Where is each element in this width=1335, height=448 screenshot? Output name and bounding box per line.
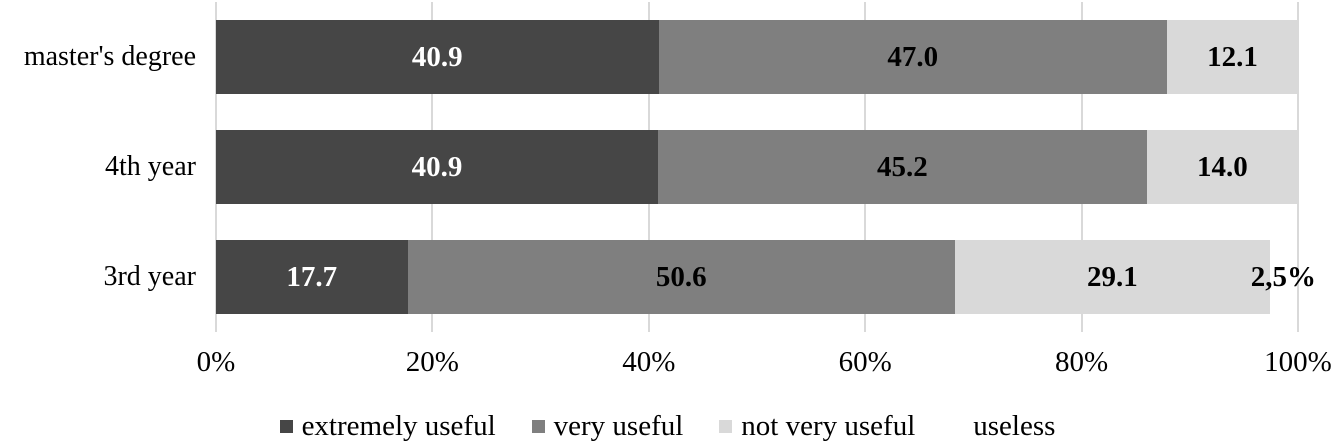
x-tick-label-0%: 0%	[196, 346, 236, 378]
plot-area: 40.9 47.0 12.1 40.9 45.2 14.0 17.7 50.6 29.1 2,5%	[215, 2, 1316, 332]
category-label-4th-year: 4th year	[105, 151, 196, 182]
bar-segment-very-useful: 50.6	[407, 240, 955, 314]
x-tick-label-80%: 80%	[1055, 346, 1109, 378]
legend-item-extremely-useful: extremely useful	[279, 409, 496, 443]
data-label: 40.9	[411, 150, 463, 183]
bar-row-3rd-year: 17.7 50.6 29.1 2,5%	[216, 240, 1316, 314]
legend: extremely useful very useful not very usef…	[0, 404, 1335, 448]
legend-label: extremely useful	[301, 409, 496, 442]
bar-segment-useless: 2,5%	[1251, 240, 1316, 314]
x-tick-label-60%: 60%	[838, 346, 892, 378]
data-label: 40.9	[411, 40, 463, 73]
legend-label: very useful	[553, 409, 684, 442]
legend-swatch-icon	[719, 419, 733, 433]
legend-swatch-icon	[951, 419, 965, 433]
gridline-100%	[1297, 2, 1299, 332]
bar-segment-very-useful: 45.2	[658, 130, 1147, 204]
legend-label: useless	[973, 409, 1056, 442]
bar-segment-very-useful: 47.0	[658, 20, 1168, 94]
data-label: 50.6	[655, 260, 707, 293]
legend-label: not very useful	[741, 409, 916, 442]
data-label: 2,5%	[1250, 260, 1316, 293]
legend-swatch-icon	[279, 419, 293, 433]
bar-row-master-s-degree: 40.9 47.0 12.1	[216, 20, 1298, 94]
bar-segment-extremely-useful: 40.9	[216, 20, 659, 94]
x-tick-label-40%: 40%	[622, 346, 676, 378]
bar-segment-extremely-useful: 17.7	[216, 240, 408, 314]
legend-item-not-very-useful: not very useful	[719, 410, 915, 443]
data-label: 17.7	[286, 260, 338, 293]
legend-swatch-icon	[531, 419, 545, 433]
bar-row-4th-year: 40.9 45.2 14.0	[216, 130, 1298, 204]
data-label: 14.0	[1196, 150, 1248, 183]
x-tick-label-100%: 100%	[1264, 346, 1332, 378]
bar-segment-not-very-useful: 14.0	[1146, 130, 1298, 204]
data-label: 29.1	[1087, 260, 1138, 293]
category-label-master-s-degree: master's degree	[23, 41, 196, 72]
bar-segment-extremely-useful: 40.9	[216, 130, 659, 204]
data-label: 47.0	[887, 40, 939, 73]
legend-item-very-useful: very useful	[531, 409, 684, 443]
data-label: 45.2	[877, 150, 928, 183]
x-tick-label-20%: 20%	[405, 346, 459, 378]
category-label-3rd-year: 3rd year	[103, 261, 196, 292]
bar-segment-not-very-useful: 12.1	[1167, 20, 1298, 94]
legend-item-useless: useless	[951, 410, 1055, 443]
data-label: 12.1	[1207, 40, 1258, 73]
bar-segment-not-very-useful: 29.1	[954, 240, 1270, 314]
